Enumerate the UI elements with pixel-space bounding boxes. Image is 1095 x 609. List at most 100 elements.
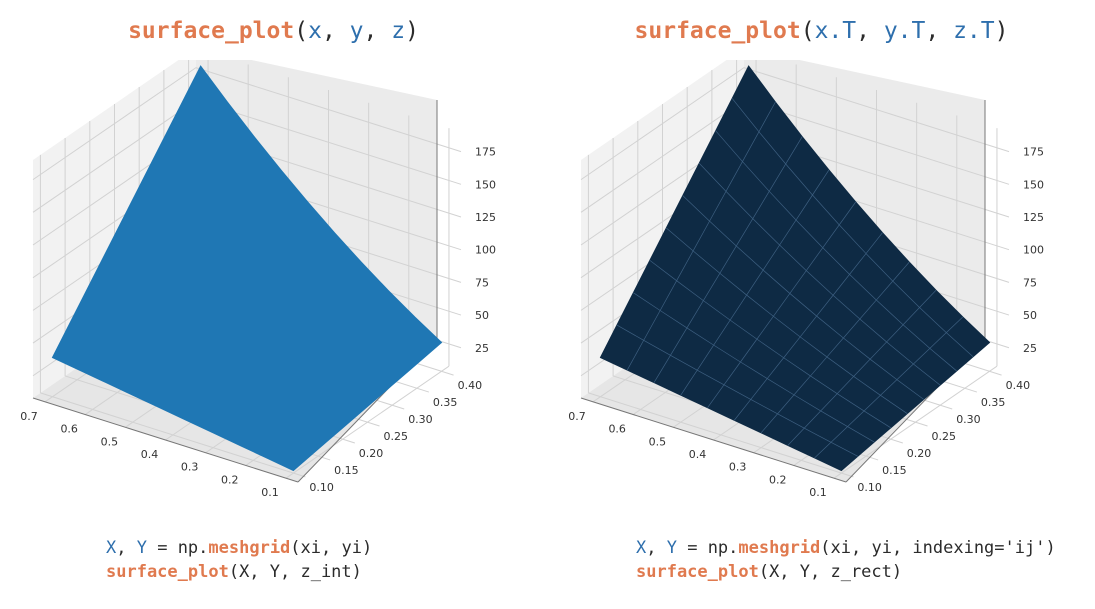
title-function: surface_plot bbox=[634, 18, 801, 44]
code-line-1: X, Y = np.meshgrid(xi, yi) bbox=[106, 536, 372, 560]
x-tick-label: 0.7 bbox=[568, 410, 586, 423]
surface-wire bbox=[666, 227, 908, 414]
y-tick-label: 0.35 bbox=[981, 396, 1006, 409]
code-token: surface_plot bbox=[636, 562, 759, 582]
title-sep: , bbox=[321, 18, 350, 44]
y-tick-label: 0.20 bbox=[907, 447, 932, 460]
right-title: surface_plot(x.T, y.T, z.T) bbox=[548, 18, 1095, 44]
z-tick-label: 175 bbox=[1023, 146, 1044, 159]
z-tick-label: 125 bbox=[1023, 211, 1044, 224]
x-tick-label: 0.6 bbox=[608, 423, 626, 436]
y-tick-label: 0.30 bbox=[408, 413, 433, 426]
z-tick-label: 150 bbox=[475, 178, 496, 191]
y-gridline bbox=[588, 392, 854, 478]
x-tick-label: 0.1 bbox=[809, 486, 827, 499]
title-sep: , bbox=[925, 18, 954, 44]
z-tick-label: 150 bbox=[1023, 178, 1044, 191]
z-tick-label: 100 bbox=[1023, 244, 1044, 257]
surface-wire bbox=[680, 169, 830, 396]
z-tick-label: 125 bbox=[475, 211, 496, 224]
y-tick-label: 0.10 bbox=[309, 481, 334, 494]
right-surface-plot: 0.7 0.6 0.5 0.4 0.3 0.2 0.1 0.100.150.200.25 0.3… bbox=[568, 60, 1044, 499]
title-paren-open: ( bbox=[800, 18, 815, 44]
y-tick-label: 0.25 bbox=[932, 430, 957, 443]
title-function: surface_plot bbox=[128, 18, 295, 44]
surface-wire bbox=[649, 260, 891, 429]
title-paren-close: ) bbox=[405, 18, 419, 44]
x-tick-label: 0.2 bbox=[769, 473, 787, 486]
code-token: , bbox=[116, 538, 137, 558]
code-token: (X, Y, z_rect) bbox=[758, 562, 903, 582]
code-token: (xi, yi) bbox=[290, 538, 373, 558]
surface-wire bbox=[682, 195, 924, 400]
title-arg-y: y.T bbox=[883, 18, 926, 44]
code-token: meshgrid bbox=[738, 538, 821, 558]
x-tick-label: 0.6 bbox=[60, 423, 78, 436]
surface-wire bbox=[653, 136, 803, 383]
surface-wire bbox=[760, 261, 910, 434]
surface-wire bbox=[814, 316, 964, 459]
surface-wire bbox=[734, 232, 883, 421]
surface-wire bbox=[715, 130, 957, 372]
z-tick-label: 50 bbox=[1023, 309, 1037, 322]
surface-wire bbox=[698, 162, 941, 386]
x-tick-label: 0.4 bbox=[141, 448, 159, 461]
code-token: = np. bbox=[146, 538, 209, 558]
right-code: X, Y = np.meshgrid(xi, yi, indexing='ij'… bbox=[636, 536, 1056, 584]
x-tick-label: 0.5 bbox=[101, 435, 119, 448]
z-tick-label: 75 bbox=[1023, 276, 1037, 289]
x-tick-label: 0.2 bbox=[221, 473, 239, 486]
z-tick-label: 25 bbox=[1023, 342, 1037, 355]
title-arg-z: z.T bbox=[953, 18, 995, 44]
code-token: (X, Y, z_int) bbox=[228, 562, 362, 582]
code-token: , bbox=[646, 538, 667, 558]
x-tick-label: 0.3 bbox=[181, 461, 199, 474]
surface-wire bbox=[787, 289, 937, 446]
y-gridline bbox=[40, 392, 306, 478]
title-sep: , bbox=[363, 18, 392, 44]
z-gridline bbox=[580, 67, 1010, 181]
z-tick-label: 50 bbox=[475, 309, 489, 322]
x-tick-label: 0.5 bbox=[649, 435, 667, 448]
x-axis-line bbox=[580, 397, 847, 483]
code-line-2: surface_plot(X, Y, z_int) bbox=[106, 560, 372, 584]
surface-wire bbox=[626, 101, 776, 371]
y-tick-label: 0.10 bbox=[857, 481, 882, 494]
code-line-2: surface_plot(X, Y, z_rect) bbox=[636, 560, 1056, 584]
x-tick-label: 0.4 bbox=[689, 448, 707, 461]
y-tick-label: 0.20 bbox=[359, 447, 384, 460]
x-tick-label: 0.1 bbox=[261, 486, 279, 499]
title-paren-open: ( bbox=[294, 18, 309, 44]
y-tick-label: 0.40 bbox=[458, 379, 483, 392]
code-token: = np. bbox=[676, 538, 739, 558]
z-tick-label: 100 bbox=[475, 244, 496, 257]
code-token: Y bbox=[666, 538, 677, 558]
title-arg-z: z bbox=[391, 18, 406, 44]
code-token: meshgrid bbox=[208, 538, 291, 558]
left-code: X, Y = np.meshgrid(xi, yi) surface_plot(X… bbox=[106, 536, 372, 584]
title-sep: , bbox=[856, 18, 884, 44]
x-tick-label: 0.3 bbox=[729, 461, 747, 474]
y-tick-label: 0.35 bbox=[433, 396, 458, 409]
y-tick-label: 0.15 bbox=[882, 464, 907, 477]
title-arg-y: y bbox=[349, 18, 364, 44]
z-gridline bbox=[32, 67, 462, 181]
z-tick-label: 75 bbox=[475, 276, 489, 289]
z-tick-label: 175 bbox=[475, 146, 496, 159]
y-tick-label: 0.30 bbox=[956, 413, 981, 426]
code-line-1: X, Y = np.meshgrid(xi, yi, indexing='ij'… bbox=[636, 536, 1056, 560]
code-token: (xi, yi, indexing='ij') bbox=[820, 538, 1056, 558]
title-arg-x: x.T bbox=[814, 18, 857, 44]
surface bbox=[51, 65, 443, 472]
title-paren-close: ) bbox=[994, 18, 1009, 44]
x-tick-label: 0.7 bbox=[20, 410, 38, 423]
code-token: X bbox=[636, 538, 647, 558]
code-token: X bbox=[106, 538, 117, 558]
z-tick-label: 25 bbox=[475, 342, 489, 355]
surface-wire bbox=[707, 201, 856, 408]
left-panel: surface_plot(x, y, z) 0.7 0.6 0.5 0.4 0.3 0.2… bbox=[0, 0, 547, 609]
y-tick-label: 0.25 bbox=[384, 430, 409, 443]
code-token: surface_plot bbox=[106, 562, 229, 582]
surface-wire bbox=[633, 292, 875, 443]
y-tick-label: 0.15 bbox=[334, 464, 359, 477]
